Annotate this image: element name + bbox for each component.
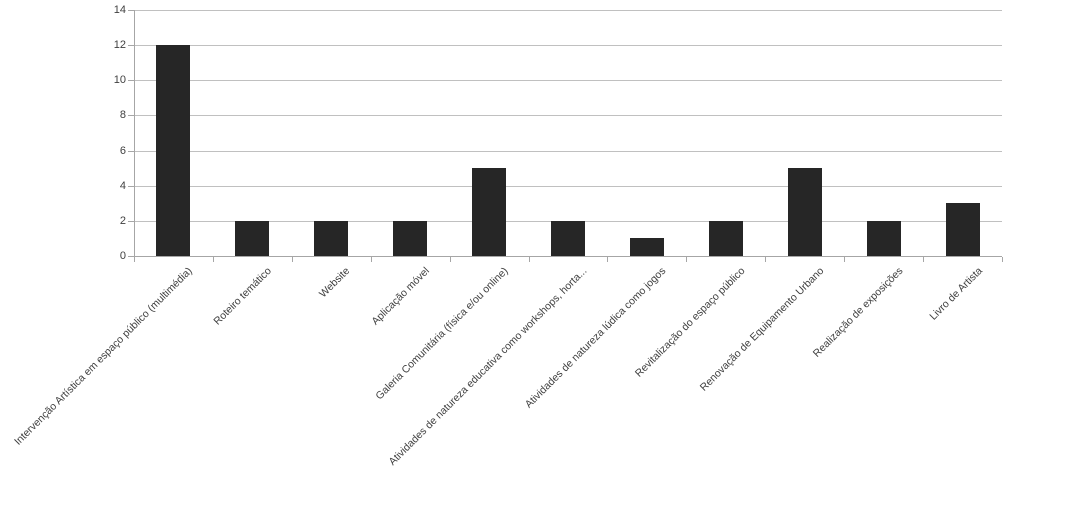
x-tick [134,257,135,262]
bar [788,168,822,256]
gridline [134,45,1002,46]
x-axis-baseline [134,256,1002,257]
bar [472,168,506,256]
x-axis-category-label: Intervenção Artística em espaço público … [11,265,195,448]
x-tick [213,257,214,262]
y-axis-tick-label: 8 [119,109,126,121]
x-axis-category-label: Website [317,265,353,301]
y-tick [128,256,134,257]
bar [867,221,901,256]
bar [551,221,585,256]
y-axis-tick-label: 0 [119,250,126,262]
bar [235,221,269,256]
x-tick [607,257,608,262]
y-tick [128,186,134,187]
y-axis-line [134,10,135,257]
gridline [134,10,1002,11]
x-tick [844,257,845,262]
y-tick [128,10,134,11]
y-axis-tick-label: 10 [113,74,126,86]
x-tick [371,257,372,262]
x-axis-category-label: Realização de exposições [810,265,906,360]
bar [630,238,664,256]
gridline [134,151,1002,152]
y-axis-tick-label: 12 [113,39,126,51]
x-axis-category-label: Atividades de natureza lúdica como jogos [522,265,669,411]
x-axis-category-label: Renovação de Equipamento Urbano [697,265,827,394]
y-axis-tick-label: 14 [113,4,126,16]
x-axis-category-label: Galeria Comunitária (física e/ou online) [373,265,511,403]
y-axis-tick-label: 2 [119,215,126,227]
bar [314,221,348,256]
x-tick [686,257,687,262]
bar [156,45,190,256]
x-axis-category-label: Aplicação móvel [368,265,432,328]
bar [709,221,743,256]
gridline [134,115,1002,116]
bar [393,221,427,256]
x-tick [765,257,766,262]
bar [946,203,980,256]
x-tick [923,257,924,262]
gridline [134,80,1002,81]
y-axis-tick-label: 4 [119,180,126,192]
x-axis-category-label: Livro de Artista [926,265,985,323]
y-tick [128,221,134,222]
y-tick [128,80,134,81]
y-axis-tick-label: 6 [119,145,126,157]
y-tick [128,115,134,116]
x-tick [292,257,293,262]
x-tick [529,257,530,262]
x-axis-category-label: Roteiro temático [210,265,274,328]
y-tick [128,151,134,152]
gridline [134,186,1002,187]
x-tick [1002,257,1003,262]
y-tick [128,45,134,46]
x-tick [450,257,451,262]
